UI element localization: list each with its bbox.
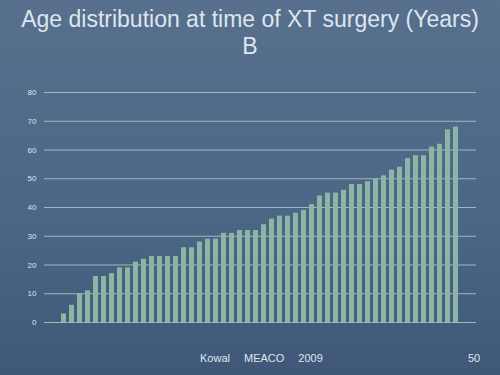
- svg-text:0: 0: [32, 318, 37, 327]
- svg-text:20: 20: [28, 261, 37, 270]
- svg-text:10: 10: [28, 289, 37, 298]
- html-text:Kowal: Kowal: [200, 352, 230, 364]
- html-text:Age distribution at time of XT: Age distribution at time of XT surgery (…: [21, 6, 479, 32]
- svg-text:40: 40: [28, 203, 37, 212]
- svg-text:30: 30: [28, 232, 37, 241]
- svg-text:80: 80: [28, 88, 37, 97]
- svg-text:70: 70: [28, 117, 37, 126]
- svg-text:60: 60: [28, 146, 37, 155]
- html-text:B: B: [242, 33, 258, 59]
- html-text:2009: 2009: [298, 352, 323, 364]
- html-text:MEACO: MEACO: [244, 352, 285, 364]
- svg-text:50: 50: [28, 174, 37, 183]
- html-text:50: 50: [468, 352, 481, 364]
